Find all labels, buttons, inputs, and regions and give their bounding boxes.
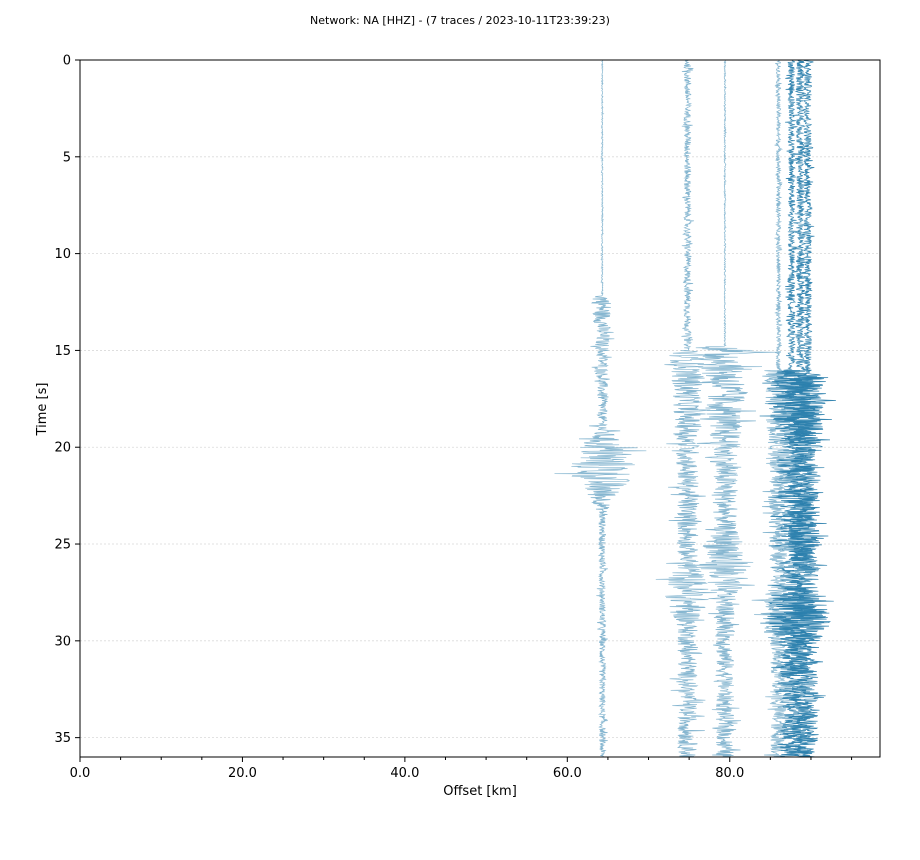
y-tick-label-0: 0 — [63, 54, 71, 69]
y-axis-label: Time [s] — [35, 383, 50, 437]
chart-title: Network: NA [HHZ] - (7 traces / 2023-10-… — [310, 14, 610, 27]
y-tick-label-3: 15 — [54, 344, 71, 359]
y-axis-ticks: 0 5 10 15 20 25 30 35 — [54, 54, 80, 746]
trace-2 — [677, 59, 777, 758]
y-tick-label-2: 10 — [54, 247, 71, 262]
trace-6 — [774, 59, 836, 758]
grid-lines — [80, 156, 880, 739]
seismic-traces — [554, 59, 836, 758]
trace-0 — [554, 60, 647, 758]
y-tick-label-1: 5 — [63, 150, 71, 165]
x-axis-ticks: 0.0 20.0 40.0 60.0 80.0 — [70, 757, 853, 781]
y-tick-label-5: 25 — [54, 538, 71, 553]
x-tick-label-4: 80.0 — [715, 766, 744, 781]
x-tick-label-2: 40.0 — [390, 766, 419, 781]
y-tick-label-6: 30 — [54, 634, 71, 649]
x-tick-label-3: 60.0 — [553, 766, 582, 781]
x-tick-label-1: 20.0 — [228, 766, 257, 781]
x-axis-label: Offset [km] — [443, 784, 517, 799]
x-tick-label-0: 0.0 — [70, 766, 91, 781]
y-tick-label-4: 20 — [54, 441, 71, 456]
trace-3 — [751, 59, 805, 758]
y-tick-label-7: 35 — [54, 731, 71, 746]
plot-frame — [79, 59, 881, 758]
trace-1 — [655, 59, 717, 758]
